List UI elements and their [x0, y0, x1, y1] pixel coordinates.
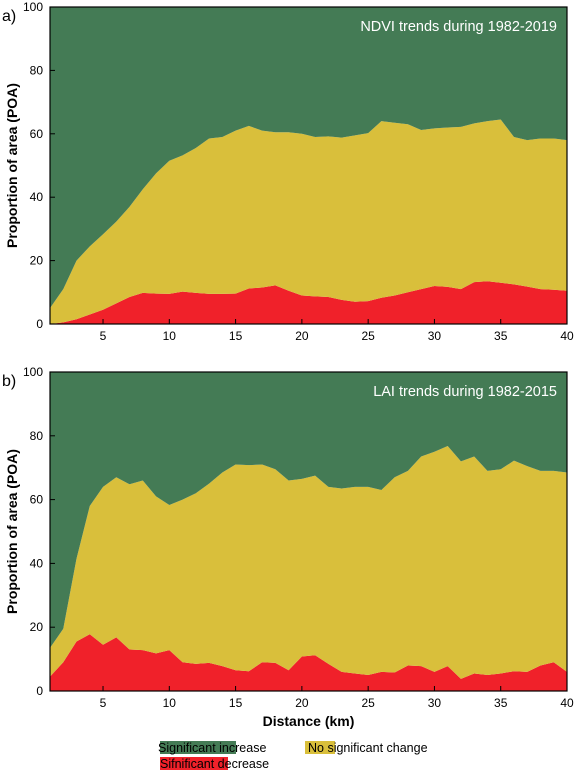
- y-tick-label: 100: [23, 365, 43, 379]
- x-tick-label: 30: [428, 696, 442, 710]
- y-tick-label: 100: [23, 0, 43, 14]
- legend-label-decrease: Sifnificant decrease: [160, 757, 269, 771]
- y-tick-label: 80: [30, 429, 44, 443]
- x-axis-label: Distance (km): [263, 713, 355, 729]
- chart-title: NDVI trends during 1982-2019: [360, 19, 557, 35]
- y-tick-label: 0: [36, 684, 43, 698]
- legend: Significant increase No significant chan…: [158, 741, 428, 771]
- x-tick-label: 25: [361, 696, 375, 710]
- panel-label: a): [2, 8, 16, 25]
- x-tick-label: 40: [560, 696, 574, 710]
- y-tick-label: 20: [30, 620, 44, 634]
- y-tick-label: 40: [30, 190, 44, 204]
- panel-ndvi: 0 20 40 60 80 100 5 10 15 20 25 30 35 40 NDVI trends d…: [2, 0, 574, 343]
- y-axis-label: Proportion of area (POA): [4, 449, 20, 614]
- x-tick-label: 5: [100, 329, 107, 343]
- x-tick-label: 15: [229, 696, 243, 710]
- plot-frame: [49, 6, 568, 325]
- x-tick-label: 15: [229, 329, 243, 343]
- area-nochange: [50, 446, 567, 679]
- legend-swatch-decrease: [160, 757, 228, 770]
- x-tick-label: 5: [100, 696, 107, 710]
- x-tick-label: 40: [560, 329, 574, 343]
- area-decrease: [50, 634, 567, 691]
- legend-swatch-increase: [160, 741, 236, 754]
- x-tick-label: 30: [428, 329, 442, 343]
- y-tick-label: 60: [30, 493, 44, 507]
- x-tick-label: 10: [163, 329, 177, 343]
- y-tick-label: 60: [30, 127, 44, 141]
- panel-label: b): [2, 373, 16, 390]
- y-tick-label: 20: [30, 254, 44, 268]
- x-tick-label: 20: [295, 696, 309, 710]
- x-tick-label: 25: [361, 329, 375, 343]
- y-tick-label: 80: [30, 63, 44, 77]
- x-tick-label: 35: [494, 696, 508, 710]
- area-decrease: [50, 281, 567, 324]
- x-tick-label: 20: [295, 329, 309, 343]
- legend-label-nochange: No significant change: [308, 741, 428, 755]
- area-increase: [50, 7, 567, 309]
- plot-frame: [49, 371, 568, 692]
- y-tick-label: 0: [36, 317, 43, 331]
- x-tick-label: 10: [163, 696, 177, 710]
- area-nochange: [50, 119, 567, 324]
- x-tick-label: 35: [494, 329, 508, 343]
- y-axis-label: Proportion of area (POA): [4, 83, 20, 248]
- area-increase: [50, 372, 567, 648]
- panel-lai: 0 20 40 60 80 100 5 10 15 20 25 30 35 40 LAI trends du…: [2, 365, 574, 729]
- chart-title: LAI trends during 1982-2015: [373, 384, 557, 400]
- y-tick-label: 40: [30, 556, 44, 570]
- legend-label-increase: Significant increase: [158, 741, 266, 755]
- legend-swatch-nochange: [305, 741, 335, 754]
